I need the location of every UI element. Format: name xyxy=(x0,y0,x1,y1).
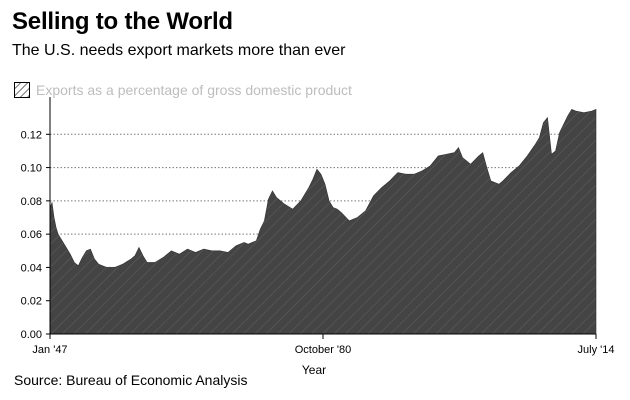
axes: 0.00 0.02 0.04 0.06 0.08 0.10 0.12 Jan '47 Octob… xyxy=(21,97,615,356)
chart-subtitle: The U.S. needs export markets more than … xyxy=(12,42,346,59)
y-tick-label-5: 0.10 xyxy=(21,163,42,175)
x-tick-label-1: October '80 xyxy=(295,344,352,356)
legend-swatch-icon xyxy=(14,82,30,98)
y-tick-label-4: 0.08 xyxy=(21,196,42,208)
legend-label: Exports as a percentage of gross domesti… xyxy=(36,82,352,98)
legend: Exports as a percentage of gross domesti… xyxy=(14,82,352,98)
area-layer xyxy=(49,108,597,335)
y-tick-label-6: 0.12 xyxy=(21,129,42,141)
y-tick-label-0: 0.00 xyxy=(21,329,42,341)
x-axis-title: Year xyxy=(302,363,326,377)
y-tick-label-3: 0.06 xyxy=(21,229,42,241)
y-tick-label-2: 0.04 xyxy=(21,262,42,274)
chart-title: Selling to the World xyxy=(12,8,233,35)
source-note: Source: Bureau of Economic Analysis xyxy=(14,372,248,388)
x-tick-label-0: Jan '47 xyxy=(32,344,67,356)
y-tick-label-1: 0.02 xyxy=(21,296,42,308)
series-area-exports xyxy=(49,108,597,335)
x-tick-label-2: July '14 xyxy=(578,344,615,356)
